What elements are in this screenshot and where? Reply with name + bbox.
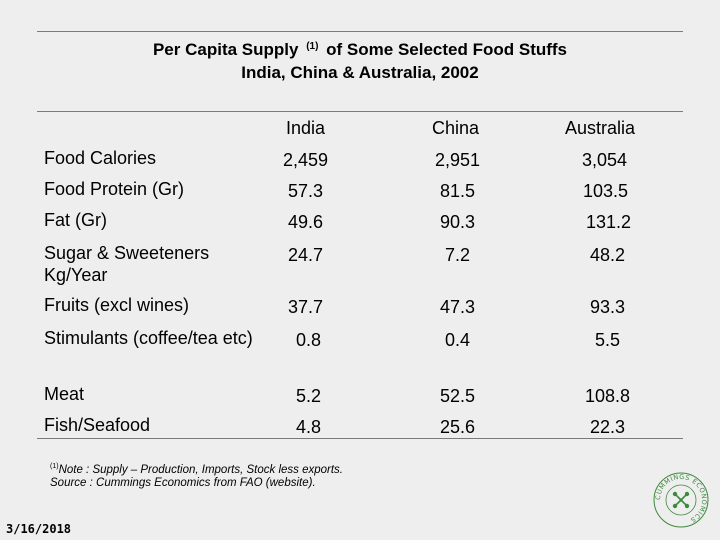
table-title: Per Capita Supply (1) of Some Selected F… [37,31,683,112]
table-cell: 24.7 [288,245,324,265]
table-cell: 7.2 [445,245,471,265]
table-cell: 22.3 [590,417,626,437]
footnote-line-2: Source : Cummings Economics from FAO (we… [50,477,316,489]
title-prefix: Per Capita Supply [152,40,299,59]
footnote-marker: (1) [50,463,59,470]
row-label-sugar-sweeteners: Sugar & Sweeteners Kg/Year [44,243,210,285]
table-cell: 5.5 [595,330,621,350]
row-label-food-protein: Food Protein (Gr) [44,179,185,199]
column-header-australia: Australia [565,118,636,138]
slide-date: 3/16/2018 [6,522,72,536]
table-cell: 90.3 [440,212,476,232]
table-cell: 93.3 [590,297,626,317]
table-cell: 108.8 [585,386,631,406]
column-header-india: India [286,118,326,138]
row-label-meat: Meat [44,384,85,404]
footnote-note: Note : Supply – Production, Imports, Sto… [58,464,343,476]
table-cell: 103.5 [583,181,629,201]
title-line-2: India, China & Australia, 2002 [241,63,479,82]
footnote-line-1: (1)Note : Supply – Production, Imports, … [50,460,343,477]
column-header-china: China [432,118,480,138]
table-cell: 4.8 [296,417,322,437]
title-line-1: Per Capita Supply (1) of Some Selected F… [37,40,683,60]
table-cell: 37.7 [288,297,324,317]
title-suffix: of Some Selected Food Stuffs [326,40,568,59]
row-label-fish-seafood: Fish/Seafood [44,415,151,435]
table-cell: 81.5 [440,181,476,201]
table-cell: 52.5 [440,386,476,406]
table-cell: 3,054 [582,150,628,170]
row-label-fat: Fat (Gr) [44,210,107,230]
table-cell: 5.2 [296,386,322,406]
table-cell: 48.2 [590,245,626,265]
table-cell: 131.2 [586,212,632,232]
table-cell: 2,459 [283,150,329,170]
table-cell: 49.6 [288,212,324,232]
table-cell: 57.3 [288,181,324,201]
table-cell: 2,951 [435,150,481,170]
table-cell: 47.3 [440,297,476,317]
table-cell: 25.6 [440,417,476,437]
row-label-food-calories: Food Calories [44,148,157,168]
cummings-economics-logo-icon: CUMMINGS ECONOMICS [652,471,710,529]
title-footnote-marker: (1) [306,41,319,52]
table-cell: 0.4 [445,330,471,350]
row-label-fruits: Fruits (excl wines) [44,295,190,315]
table-cell: 0.8 [296,330,322,350]
table-bottom-rule [37,438,683,439]
row-label-stimulants: Stimulants (coffee/tea etc) [44,328,253,348]
